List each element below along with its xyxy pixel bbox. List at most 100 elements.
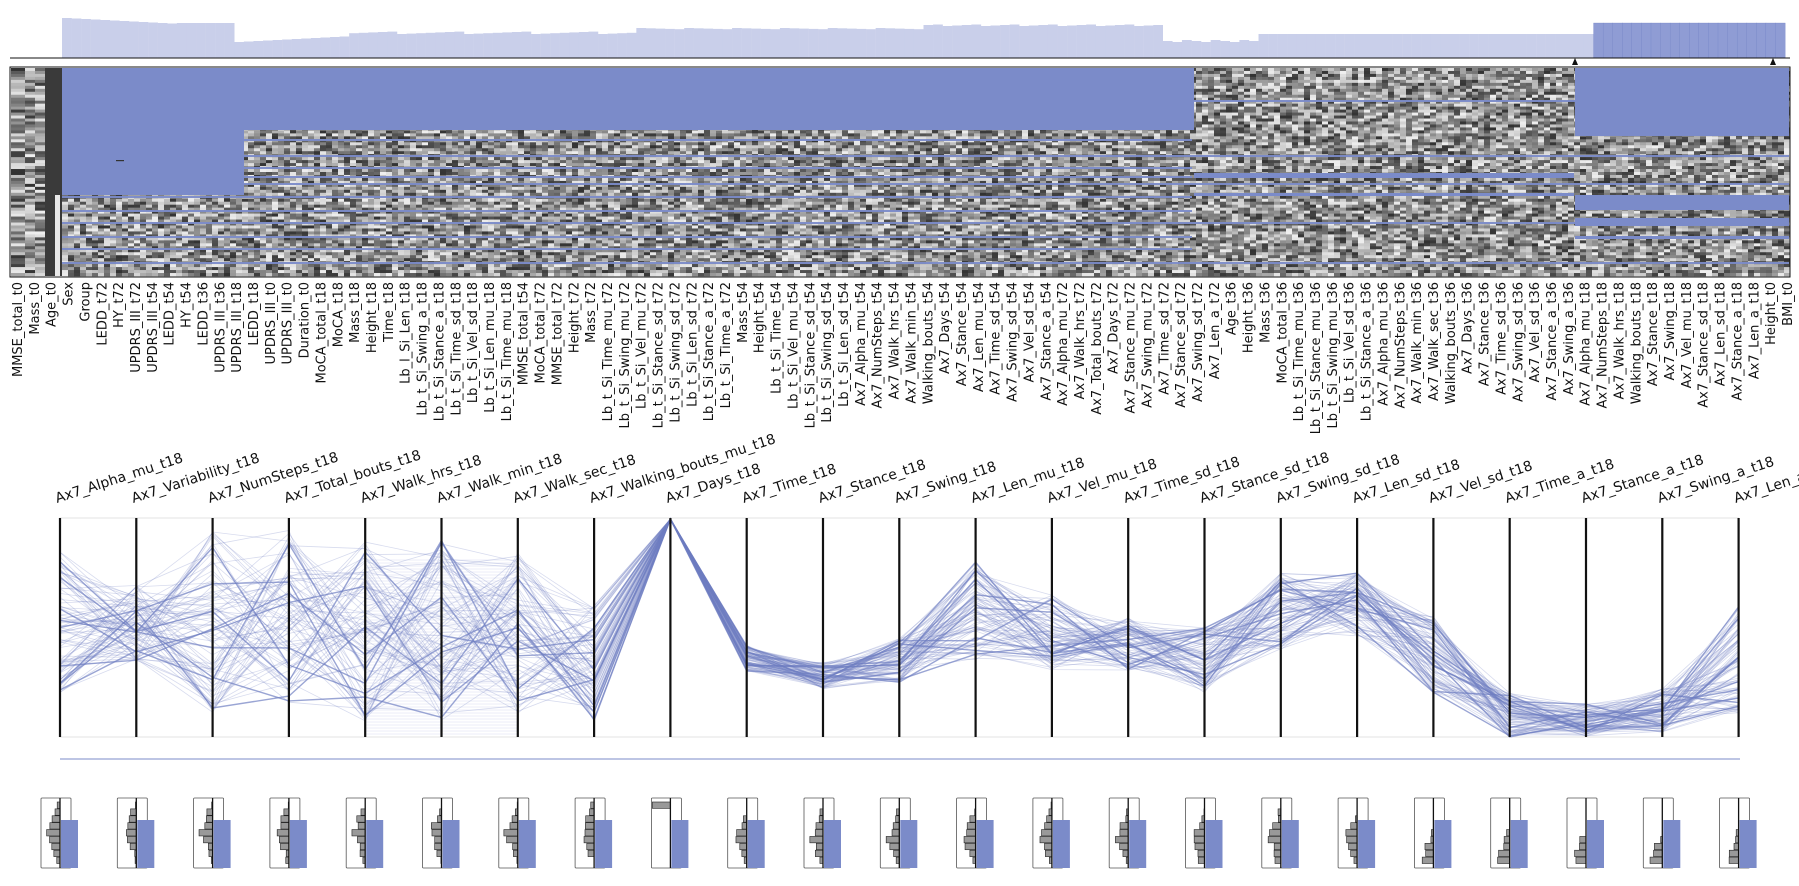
- summary-bar[interactable]: [1182, 40, 1192, 58]
- summary-bar[interactable]: [206, 23, 216, 58]
- summary-bar[interactable]: [1584, 34, 1594, 58]
- summary-bar[interactable]: [761, 29, 771, 58]
- summary-bar[interactable]: [1163, 41, 1173, 58]
- summary-bar[interactable]: [1326, 34, 1336, 58]
- summary-bar[interactable]: [474, 34, 484, 58]
- summary-bar[interactable]: [215, 23, 225, 58]
- summary-bar[interactable]: [1172, 42, 1182, 58]
- summary-bar[interactable]: [1278, 34, 1288, 58]
- summary-bar[interactable]: [1192, 41, 1202, 58]
- summary-bar[interactable]: [1421, 34, 1431, 58]
- summary-bar[interactable]: [1153, 25, 1163, 58]
- summary-bar[interactable]: [1718, 23, 1728, 58]
- summary-bar[interactable]: [1460, 34, 1470, 58]
- summary-bar[interactable]: [675, 29, 685, 58]
- summary-bar[interactable]: [1259, 34, 1269, 58]
- summary-bar[interactable]: [914, 29, 924, 58]
- summary-bar[interactable]: [1220, 41, 1230, 58]
- summary-bar[interactable]: [952, 26, 962, 59]
- summary-bar[interactable]: [445, 32, 455, 58]
- summary-bar[interactable]: [588, 32, 598, 58]
- summary-bar[interactable]: [1373, 34, 1383, 58]
- summary-bar[interactable]: [1239, 40, 1249, 58]
- summary-bar[interactable]: [971, 25, 981, 59]
- summary-bar[interactable]: [1125, 25, 1135, 59]
- parallel-coordinates[interactable]: Ax7_Alpha_mu_t18Ax7_Variability_t18Ax7_N…: [53, 431, 1799, 737]
- summary-bar[interactable]: [1383, 34, 1393, 58]
- summary-bar[interactable]: [742, 28, 752, 58]
- summary-bar[interactable]: [818, 29, 828, 58]
- summary-bar[interactable]: [100, 20, 110, 58]
- summary-bar[interactable]: [1594, 23, 1604, 58]
- summary-bar[interactable]: [119, 21, 129, 58]
- summary-bar[interactable]: [301, 39, 311, 59]
- summary-bar[interactable]: [1699, 23, 1709, 58]
- summary-bar[interactable]: [1766, 23, 1776, 58]
- summary-bar[interactable]: [148, 23, 158, 59]
- summary-bar[interactable]: [569, 32, 579, 58]
- summary-bar[interactable]: [1010, 25, 1020, 59]
- summary-bar[interactable]: [1306, 34, 1316, 58]
- summary-bar[interactable]: [234, 42, 244, 58]
- summary-bar[interactable]: [866, 29, 876, 58]
- summary-bar[interactable]: [1737, 23, 1747, 58]
- summary-bar[interactable]: [1565, 34, 1575, 58]
- summary-bar[interactable]: [1479, 34, 1489, 58]
- summary-bar[interactable]: [1364, 34, 1374, 58]
- summary-bar[interactable]: [665, 29, 675, 58]
- summary-bar[interactable]: [646, 28, 656, 58]
- summary-bar[interactable]: [1536, 34, 1546, 58]
- summary-bar[interactable]: [1546, 34, 1556, 58]
- summary-bar[interactable]: [541, 34, 551, 58]
- summary-bar[interactable]: [1632, 23, 1642, 58]
- summary-bar[interactable]: [512, 32, 522, 58]
- summary-bar[interactable]: [1488, 34, 1498, 58]
- summary-bar[interactable]: [368, 32, 378, 58]
- summary-bar[interactable]: [885, 28, 895, 58]
- summary-bar[interactable]: [1680, 23, 1690, 58]
- summary-bar[interactable]: [531, 34, 541, 58]
- summary-bar[interactable]: [732, 28, 742, 58]
- range-handle-right-icon[interactable]: [1770, 58, 1776, 65]
- summary-bar[interactable]: [292, 39, 302, 58]
- summary-bar[interactable]: [1058, 26, 1068, 58]
- summary-bar[interactable]: [407, 34, 417, 58]
- range-handle-left-icon[interactable]: [1572, 58, 1578, 65]
- summary-bar[interactable]: [780, 28, 790, 58]
- summary-bar[interactable]: [1670, 23, 1680, 58]
- summary-bar[interactable]: [1201, 42, 1211, 58]
- summary-bar[interactable]: [694, 28, 704, 58]
- summary-bar[interactable]: [493, 33, 503, 58]
- summary-bar[interactable]: [1555, 34, 1565, 58]
- summary-bar[interactable]: [1077, 25, 1087, 58]
- summary-bar[interactable]: [1067, 26, 1077, 59]
- summary-bar[interactable]: [962, 25, 972, 58]
- summary-bar[interactable]: [1345, 34, 1355, 58]
- summary-bar[interactable]: [550, 33, 560, 58]
- summary-bar[interactable]: [1756, 23, 1766, 58]
- summary-bar[interactable]: [1019, 26, 1029, 58]
- summary-bar[interactable]: [1354, 34, 1364, 58]
- summary-bar[interactable]: [1708, 23, 1718, 58]
- summary-bar[interactable]: [895, 29, 905, 58]
- summary-bar[interactable]: [416, 33, 426, 58]
- summary-bar[interactable]: [1316, 34, 1326, 58]
- summary-bar[interactable]: [387, 32, 397, 58]
- summary-bar[interactable]: [560, 33, 570, 58]
- summary-bar[interactable]: [1230, 42, 1240, 58]
- summary-bar[interactable]: [943, 26, 953, 58]
- summary-bar[interactable]: [1517, 34, 1527, 58]
- summary-bar[interactable]: [263, 41, 273, 59]
- summary-bar[interactable]: [1603, 23, 1613, 58]
- summary-bar[interactable]: [1086, 25, 1096, 59]
- summary-bar[interactable]: [225, 23, 235, 58]
- summary-bar[interactable]: [608, 34, 618, 58]
- summary-bar[interactable]: [1498, 34, 1508, 58]
- summary-bar[interactable]: [110, 21, 120, 59]
- summary-bar[interactable]: [1527, 34, 1537, 58]
- summary-bar[interactable]: [655, 29, 665, 58]
- column-summary-bars[interactable]: [62, 18, 1785, 58]
- summary-bar[interactable]: [397, 34, 407, 58]
- summary-bar[interactable]: [1096, 26, 1106, 58]
- summary-bar[interactable]: [244, 42, 254, 59]
